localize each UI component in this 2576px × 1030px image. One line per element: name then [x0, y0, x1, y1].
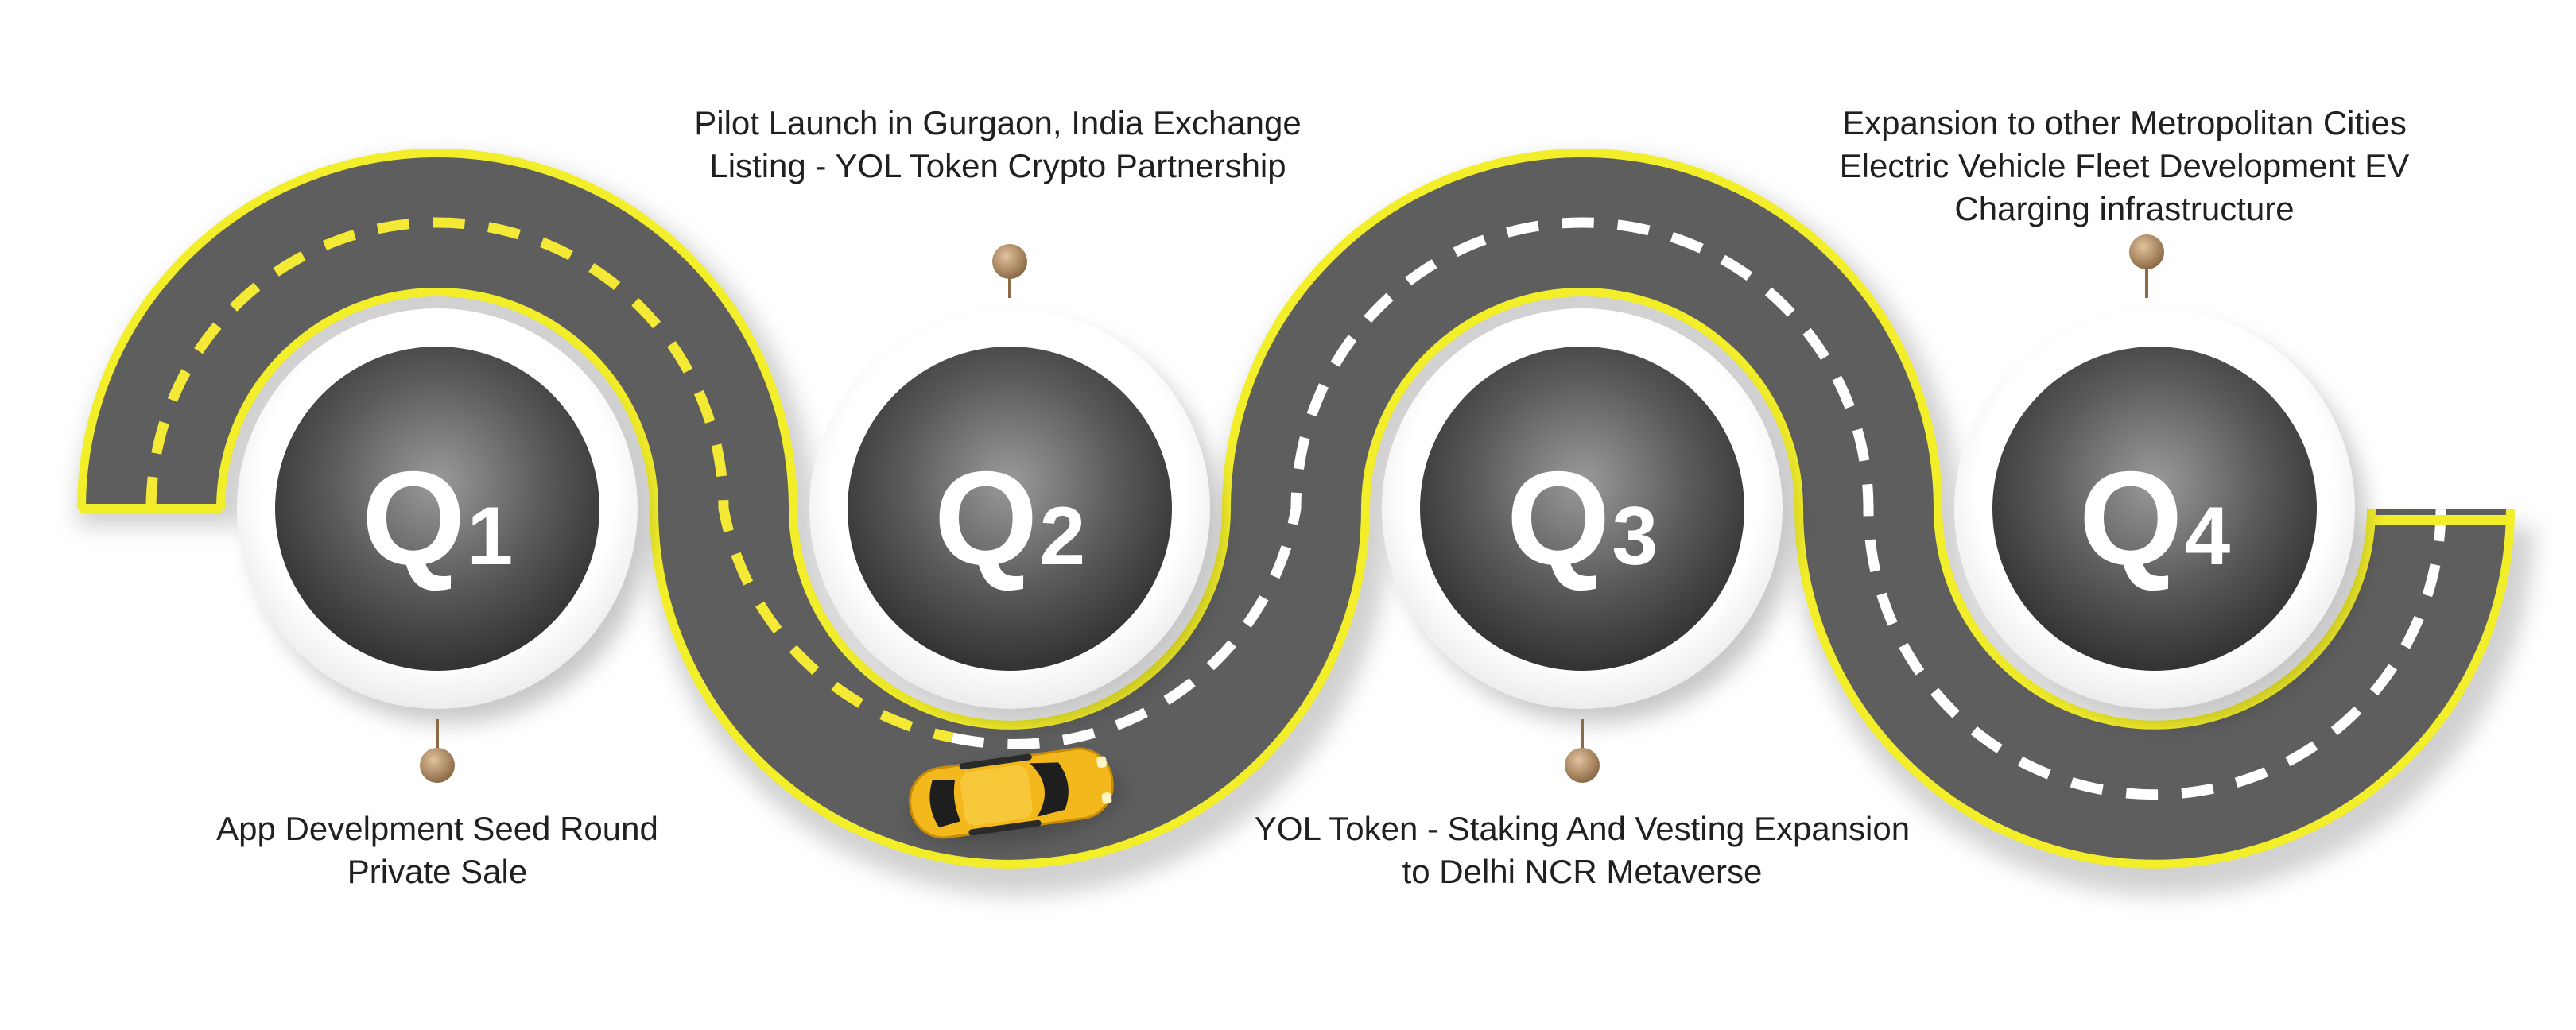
quarter-number: 2 — [1039, 490, 1085, 583]
map-pin-icon — [992, 244, 1027, 298]
description-line: to Delhi NCR Metaverse — [1402, 853, 1763, 890]
road — [77, 149, 2534, 896]
quarter-label: Q4 — [2079, 443, 2231, 593]
description-line: Expansion to other Metropolitan Cities — [1842, 104, 2407, 141]
circle-disc — [275, 347, 599, 671]
milestone-2-description: Pilot Launch in Gurgaon, India Exchange … — [600, 102, 1395, 188]
circle-disc — [1420, 347, 1744, 671]
description-line: Electric Vehicle Fleet Development EV — [1839, 147, 2410, 184]
description-line: App Develpment Seed Round — [216, 810, 658, 847]
quarter-letter: Q — [934, 443, 1038, 593]
map-pin-icon — [1565, 719, 1600, 783]
quarter-letter: Q — [2079, 443, 2183, 593]
quarter-label: Q3 — [1507, 443, 1658, 593]
description-line: YOL Token - Staking And Vesting Expansio… — [1254, 810, 1911, 847]
quarter-label: Q2 — [934, 443, 1086, 593]
quarter-number: 4 — [2184, 490, 2230, 583]
lane-marking-white — [951, 217, 2446, 800]
description-line: Pilot Launch in Gurgaon, India Exchange — [694, 104, 1302, 141]
quarter-letter: Q — [1507, 443, 1611, 593]
description-line: Charging infrastructure — [1954, 190, 2295, 227]
map-pin-icon — [2129, 234, 2164, 298]
description-line: Listing - YOL Token Crypto Partnership — [709, 147, 1286, 184]
milestone-1-description: App Develpment Seed Round Private Sale — [40, 807, 835, 893]
milestone-3-description: YOL Token - Staking And Vesting Expansio… — [1185, 807, 1980, 893]
milestone-circle-3: Q3 — [1382, 308, 1794, 723]
circle-disc — [1992, 347, 2317, 671]
quarter-letter: Q — [362, 443, 466, 593]
milestone-4-description: Expansion to other Metropolitan Cities E… — [1727, 102, 2522, 230]
milestone-circle-2: Q2 — [809, 308, 1221, 723]
map-pin-icon — [420, 719, 455, 783]
quarter-number: 1 — [467, 490, 513, 583]
milestone-circle-1: Q1 — [237, 308, 649, 723]
circle-disc — [848, 347, 1172, 671]
car-icon — [909, 747, 1120, 842]
milestone-circle-4: Q4 — [1954, 308, 2366, 723]
quarter-label: Q1 — [362, 443, 514, 593]
quarter-number: 3 — [1612, 490, 1658, 583]
lane-marking-yellow — [145, 217, 954, 743]
description-line: Private Sale — [347, 853, 528, 890]
